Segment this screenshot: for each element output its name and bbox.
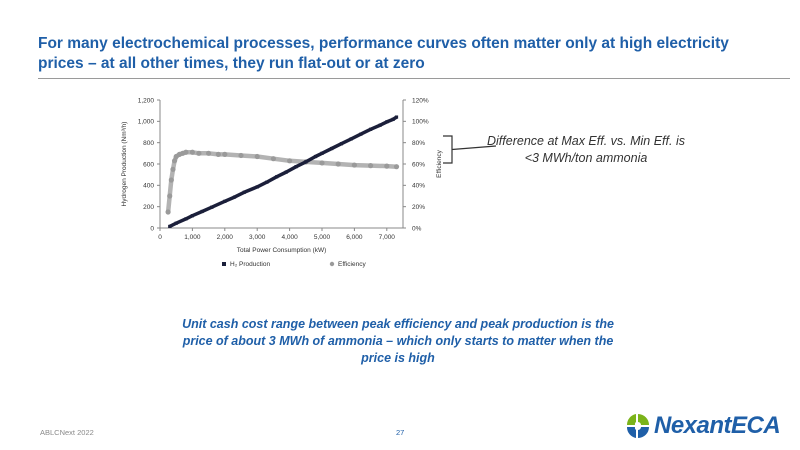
y2-tick-label: 20%: [412, 204, 425, 211]
h2-production-point: [284, 170, 288, 174]
y-tick-label: 1,000: [138, 119, 155, 126]
efficiency-point: [238, 152, 244, 159]
y2-tick-label: 100%: [412, 119, 429, 126]
h2-production-point: [168, 224, 172, 228]
h2-production-point: [174, 221, 178, 225]
nexanteca-logo: NexantECA: [624, 411, 784, 443]
h2-production-point: [255, 185, 259, 189]
h2-production-point: [339, 142, 344, 146]
y-tick-label: 200: [143, 204, 154, 211]
h2-production-point: [394, 115, 399, 119]
slide-title: For many electrochemical processes, perf…: [38, 35, 729, 72]
h2-production-point: [359, 132, 363, 136]
y2-tick-label: 60%: [412, 161, 425, 168]
h2-production-point: [265, 180, 269, 184]
footer-event: ABLCNext 2022: [40, 428, 94, 437]
efficiency-series: [165, 149, 400, 215]
y-tick-label: 600: [143, 161, 154, 168]
efficiency-point: [254, 153, 260, 160]
efficiency-point: [335, 161, 341, 167]
y-tick-label: 1,200: [138, 97, 155, 104]
efficiency-point: [368, 163, 374, 169]
logo-mark-icon: [626, 414, 649, 438]
y-tick-label: 800: [143, 140, 154, 147]
efficiency-point: [351, 162, 357, 168]
x-tick-label: 1,000: [184, 234, 201, 241]
h2-production-point: [294, 165, 298, 169]
h2-production-point: [304, 160, 308, 164]
y-tick-label: 0: [150, 225, 154, 232]
efficiency-point: [196, 150, 202, 156]
h2-production-point: [330, 146, 334, 151]
callout-text: Difference at Max Eff. vs. Min Eff. is <…: [487, 134, 685, 165]
h2-production-point: [378, 123, 382, 127]
chart-axes: [157, 99, 406, 231]
summary-text: Unit cash cost range between peak effici…: [182, 317, 614, 365]
y-tick-label: 400: [143, 183, 154, 190]
efficiency-point: [168, 177, 174, 183]
callout-bracket: [443, 135, 497, 164]
h2-production-point: [391, 117, 395, 121]
efficiency-point: [384, 163, 390, 169]
x-tick-label: 4,000: [281, 234, 298, 241]
y2-tick-label: 80%: [412, 140, 425, 147]
x-tick-label: 3,000: [249, 234, 266, 241]
efficiency-point: [183, 149, 189, 155]
efficiency-point: [270, 156, 276, 162]
page-number: 27: [396, 428, 405, 437]
h2-production-series: [168, 115, 399, 228]
efficiency-point: [222, 151, 228, 157]
efficiency-point: [170, 166, 176, 172]
chart-labels: 0 1,000 2,000 3,000 4,000 5,000 6,000 7,000 0 200…: [121, 97, 443, 254]
x-tick-label: 2,000: [217, 234, 234, 241]
y2-axis-title: Efficiency: [436, 149, 443, 177]
h2-production-point: [190, 214, 194, 218]
efficiency-point: [393, 164, 400, 170]
efficiency-point: [215, 151, 221, 157]
y2-tick-label: 40%: [412, 183, 425, 190]
efficiency-point: [206, 150, 212, 156]
x-axis-title: Total Power Consumption (kW): [237, 247, 327, 254]
h2-production-point: [385, 120, 389, 124]
y2-tick-label: 120%: [412, 97, 429, 104]
title-divider: [38, 78, 790, 79]
efficiency-point: [167, 193, 173, 199]
legend-h2-marker: [222, 262, 226, 266]
legend-efficiency-marker: [329, 261, 335, 267]
h2-production-point: [349, 137, 353, 141]
h2-production-point: [232, 195, 237, 199]
x-tick-label: 5,000: [314, 234, 331, 241]
h2-production-point: [313, 154, 318, 159]
h2-production-point: [210, 205, 214, 209]
y-axis-title: Hydrogen Production (Nm³/h): [121, 122, 128, 207]
h2-production-point: [184, 217, 188, 221]
h2-production-point: [320, 151, 324, 155]
efficiency-point: [165, 209, 171, 215]
x-tick-label: 7,000: [379, 234, 396, 241]
y2-tick-label: 0%: [412, 225, 422, 232]
h2-production-point: [242, 190, 246, 194]
legend-efficiency-label: Efficiency: [338, 261, 366, 268]
h2-production-point: [223, 199, 227, 203]
chart-legend: H₂ Production Efficiency: [222, 261, 366, 268]
h2-production-point: [275, 175, 279, 179]
efficiency-point: [189, 149, 195, 155]
efficiency-point: [319, 160, 325, 166]
performance-chart: 0 1,000 2,000 3,000 4,000 5,000 6,000 7,000 0 200…: [121, 97, 497, 268]
x-tick-label: 0: [158, 234, 162, 241]
h2-production-point: [369, 127, 373, 131]
logo-wordmark: NexantECA: [654, 412, 781, 439]
legend-h2-label: H₂ Production: [230, 261, 270, 268]
efficiency-point: [287, 158, 293, 164]
x-tick-label: 6,000: [346, 234, 363, 241]
h2-production-point: [200, 209, 204, 214]
efficiency-line: [165, 150, 397, 213]
efficiency-point: [171, 158, 178, 164]
